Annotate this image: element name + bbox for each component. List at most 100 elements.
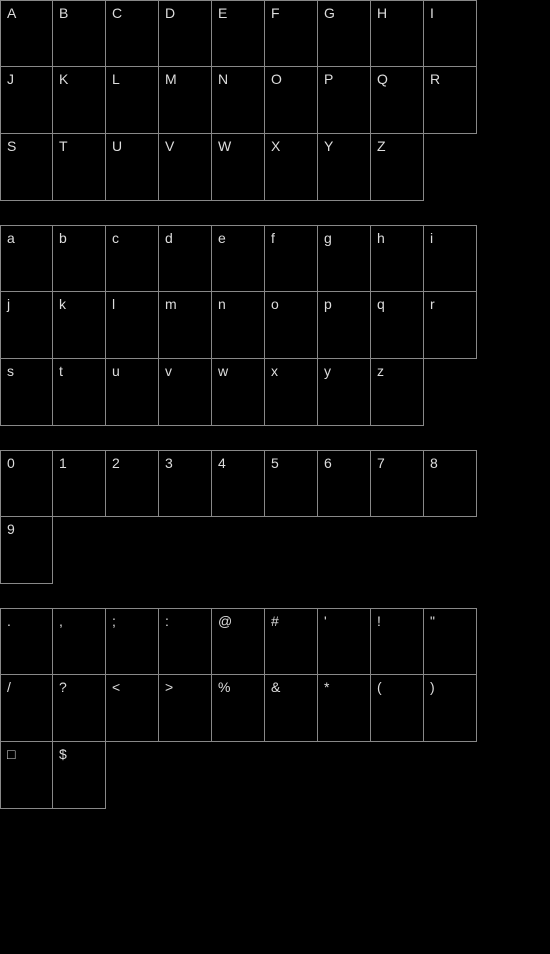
glyph-cell[interactable]: $ (53, 742, 106, 809)
glyph-cell[interactable]: 4 (212, 450, 265, 517)
glyph-cell[interactable]: ( (371, 675, 424, 742)
empty-cell (53, 517, 106, 584)
glyph-cell[interactable]: n (212, 292, 265, 359)
glyph-cell[interactable]: O (265, 67, 318, 134)
glyph-cell[interactable]: l (106, 292, 159, 359)
glyph-cell[interactable]: 9 (0, 517, 53, 584)
glyph-cell[interactable]: x (265, 359, 318, 426)
glyph-cell[interactable]: b (53, 225, 106, 292)
glyph-cell[interactable]: / (0, 675, 53, 742)
glyph-cell[interactable]: I (424, 0, 477, 67)
glyph-cell[interactable]: T (53, 134, 106, 201)
charmap-row: .,;:@#'!" (0, 608, 550, 675)
glyph-cell[interactable]: E (212, 0, 265, 67)
glyph-cell[interactable]: a (0, 225, 53, 292)
empty-cell (159, 742, 212, 809)
glyph-cell[interactable]: P (318, 67, 371, 134)
glyph-cell[interactable]: d (159, 225, 212, 292)
glyph-cell[interactable]: u (106, 359, 159, 426)
glyph-cell[interactable]: > (159, 675, 212, 742)
glyph-cell[interactable]: H (371, 0, 424, 67)
glyph-cell[interactable]: 1 (53, 450, 106, 517)
glyph-cell[interactable]: ' (318, 608, 371, 675)
glyph-cell[interactable]: f (265, 225, 318, 292)
glyph-cell[interactable]: K (53, 67, 106, 134)
glyph-cell[interactable]: # (265, 608, 318, 675)
empty-cell (371, 517, 424, 584)
glyph-cell[interactable]: □ (0, 742, 53, 809)
glyph-cell[interactable]: J (0, 67, 53, 134)
glyph-cell[interactable]: 6 (318, 450, 371, 517)
glyph-cell[interactable]: W (212, 134, 265, 201)
glyph-cell[interactable]: ? (53, 675, 106, 742)
glyph-cell[interactable]: Y (318, 134, 371, 201)
glyph-cell[interactable]: Z (371, 134, 424, 201)
glyph-cell[interactable]: & (265, 675, 318, 742)
glyph-cell[interactable]: S (0, 134, 53, 201)
glyph-cell[interactable]: Q (371, 67, 424, 134)
glyph-cell[interactable]: N (212, 67, 265, 134)
glyph-cell[interactable]: M (159, 67, 212, 134)
section-uppercase: ABCDEFGHIJKLMNOPQRSTUVWXYZ (0, 0, 550, 201)
empty-cell (106, 742, 159, 809)
empty-cell (318, 742, 371, 809)
glyph-cell[interactable]: t (53, 359, 106, 426)
glyph-cell[interactable]: p (318, 292, 371, 359)
glyph-cell[interactable]: j (0, 292, 53, 359)
glyph-cell[interactable]: L (106, 67, 159, 134)
glyph-cell[interactable]: 2 (106, 450, 159, 517)
charmap-row: abcdefghi (0, 225, 550, 292)
glyph-cell[interactable]: , (53, 608, 106, 675)
glyph-cell[interactable]: 7 (371, 450, 424, 517)
glyph-cell[interactable]: o (265, 292, 318, 359)
glyph-cell[interactable]: z (371, 359, 424, 426)
glyph-cell[interactable]: F (265, 0, 318, 67)
charmap-row: stuvwxyz (0, 359, 550, 426)
glyph-cell[interactable]: A (0, 0, 53, 67)
charmap-row: 012345678 (0, 450, 550, 517)
glyph-cell[interactable]: " (424, 608, 477, 675)
glyph-cell[interactable]: v (159, 359, 212, 426)
glyph-cell[interactable]: ; (106, 608, 159, 675)
glyph-cell[interactable]: 5 (265, 450, 318, 517)
glyph-cell[interactable]: * (318, 675, 371, 742)
glyph-cell[interactable]: : (159, 608, 212, 675)
glyph-cell[interactable]: % (212, 675, 265, 742)
empty-cell (265, 742, 318, 809)
glyph-cell[interactable]: e (212, 225, 265, 292)
glyph-cell[interactable]: k (53, 292, 106, 359)
glyph-cell[interactable]: y (318, 359, 371, 426)
glyph-cell[interactable]: q (371, 292, 424, 359)
glyph-cell[interactable]: . (0, 608, 53, 675)
charmap-row: ABCDEFGHI (0, 0, 550, 67)
glyph-cell[interactable]: G (318, 0, 371, 67)
glyph-cell[interactable]: V (159, 134, 212, 201)
empty-cell (424, 359, 477, 426)
glyph-cell[interactable]: 8 (424, 450, 477, 517)
glyph-cell[interactable]: X (265, 134, 318, 201)
glyph-cell[interactable]: h (371, 225, 424, 292)
glyph-cell[interactable]: s (0, 359, 53, 426)
glyph-cell[interactable]: c (106, 225, 159, 292)
glyph-cell[interactable]: C (106, 0, 159, 67)
glyph-cell[interactable]: 3 (159, 450, 212, 517)
glyph-cell[interactable]: R (424, 67, 477, 134)
empty-cell (371, 742, 424, 809)
glyph-cell[interactable]: i (424, 225, 477, 292)
glyph-cell[interactable]: B (53, 0, 106, 67)
glyph-cell[interactable]: 0 (0, 450, 53, 517)
empty-cell (424, 134, 477, 201)
charmap-row: □$ (0, 742, 550, 809)
glyph-cell[interactable]: D (159, 0, 212, 67)
glyph-cell[interactable]: < (106, 675, 159, 742)
glyph-cell[interactable]: m (159, 292, 212, 359)
glyph-cell[interactable]: w (212, 359, 265, 426)
glyph-cell[interactable]: ! (371, 608, 424, 675)
glyph-cell[interactable]: r (424, 292, 477, 359)
glyph-cell[interactable]: @ (212, 608, 265, 675)
empty-cell (212, 517, 265, 584)
glyph-cell[interactable]: U (106, 134, 159, 201)
glyph-cell[interactable]: g (318, 225, 371, 292)
empty-cell (212, 742, 265, 809)
glyph-cell[interactable]: ) (424, 675, 477, 742)
